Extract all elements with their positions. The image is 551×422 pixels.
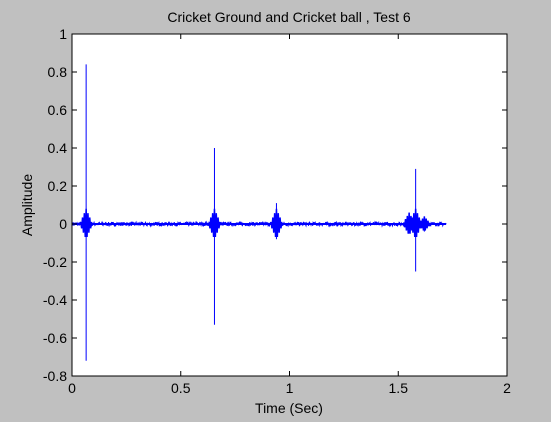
x-tick-label: 1.5 (389, 380, 409, 396)
y-tick-label: 0.4 (48, 140, 68, 156)
x-tick-label: 1 (286, 380, 294, 396)
y-tick-label: -0.4 (43, 292, 67, 308)
y-tick-label: -0.8 (43, 368, 67, 384)
signal-layer (71, 64, 447, 361)
x-tick-label: 0 (68, 380, 76, 396)
y-axis-label: Amplitude (19, 174, 35, 236)
chart-title: Cricket Ground and Cricket ball , Test 6 (167, 9, 411, 25)
y-tick-label: 0.2 (48, 178, 68, 194)
y-tick-label: 0.8 (48, 64, 68, 80)
signal-burst (409, 208, 422, 238)
y-tick-label: 0 (59, 216, 67, 232)
y-tick-label: 1 (59, 26, 67, 42)
y-tick-label: 0.6 (48, 102, 68, 118)
signal-burst (270, 208, 283, 238)
x-tick-label: 2 (503, 380, 511, 396)
signal-burst (418, 216, 431, 231)
x-tick-label: 0.5 (171, 380, 191, 396)
ticks-layer: 0 0.5 1 1.5 2 -0.8 -0.6 -0.4 -0.2 0 0.2 0.4 0.6 0.8 1 (43, 26, 511, 396)
x-axis-label: Time (Sec) (255, 400, 323, 416)
axes-area (72, 34, 507, 376)
y-tick-label: -0.6 (43, 330, 67, 346)
y-tick-label: -0.2 (43, 254, 67, 270)
signal-burst (79, 208, 93, 238)
signal-burst (208, 208, 221, 238)
